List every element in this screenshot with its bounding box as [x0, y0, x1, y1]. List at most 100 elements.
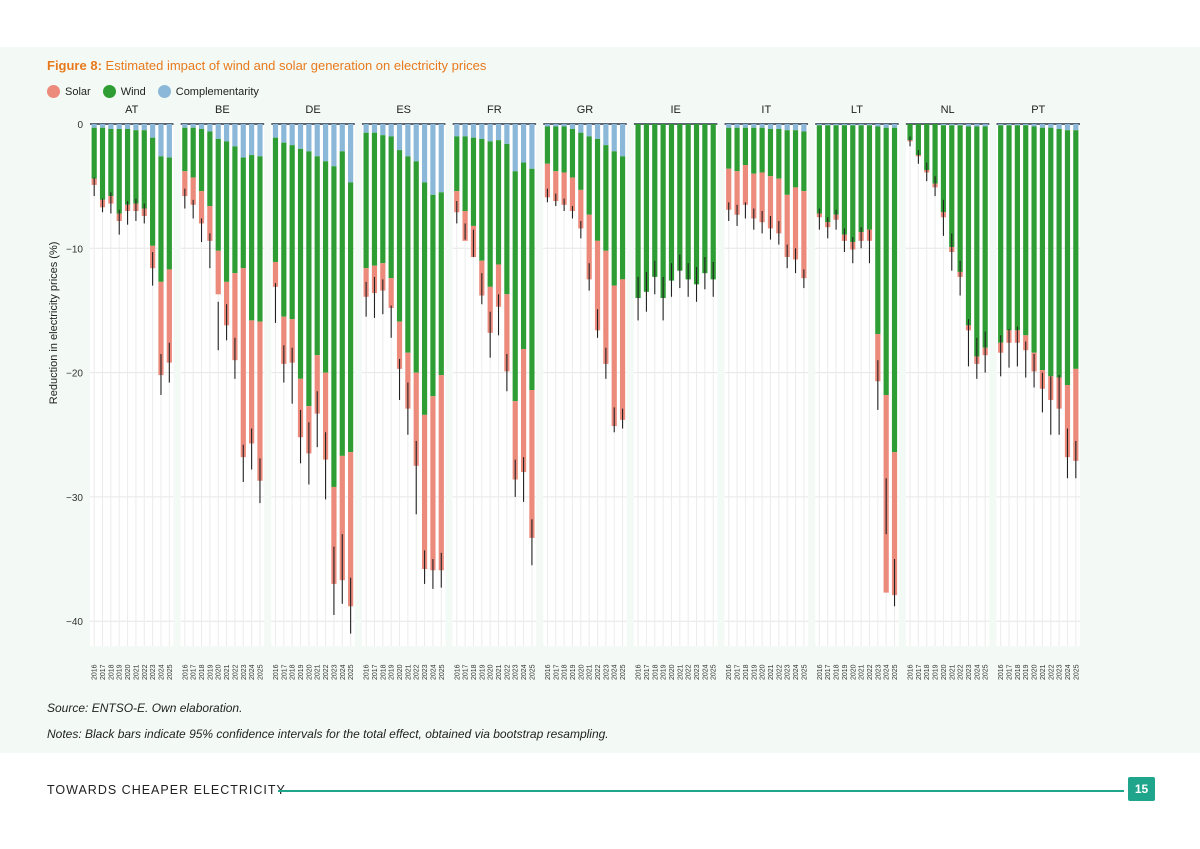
figure-title-text: Estimated impact of wind and solar gener…	[105, 58, 487, 73]
x-tick-label: 2023	[422, 664, 429, 680]
bar-solar	[784, 194, 790, 258]
bar-wind	[207, 131, 213, 207]
bar-complementarity	[380, 124, 386, 136]
x-tick-label: 2025	[439, 664, 446, 680]
bar-complementarity	[1023, 124, 1029, 126]
bar-complementarity	[1039, 124, 1046, 128]
bar-complementarity	[421, 124, 428, 183]
bar-wind	[685, 124, 691, 280]
bar-wind	[331, 166, 337, 487]
bar-solar	[586, 214, 592, 280]
x-tick-label: 2024	[1065, 664, 1072, 680]
x-tick-label: 2016	[273, 664, 280, 680]
bar-complementarity	[883, 124, 889, 128]
x-tick-label: 2017	[553, 664, 560, 680]
bar-complementarity	[816, 124, 822, 126]
bar-wind	[388, 136, 394, 279]
bar-solar	[553, 171, 559, 202]
x-tick-label: 2018	[834, 664, 841, 680]
bar-wind	[339, 151, 345, 456]
bar-complementarity	[249, 124, 255, 156]
bar-wind	[710, 124, 716, 280]
panel-label-pt: PT	[1031, 104, 1045, 116]
bar-wind	[249, 155, 255, 321]
bar-complementarity	[776, 124, 782, 129]
bar-wind	[734, 127, 740, 172]
bar-complementarity	[529, 124, 535, 169]
y-tick-label: −20	[66, 369, 83, 380]
bar-solar	[232, 273, 238, 361]
bar-wind	[660, 124, 666, 299]
bar-solar	[158, 281, 164, 376]
x-tick-label: 2021	[859, 664, 866, 680]
bar-wind	[487, 141, 493, 287]
bar-wind	[759, 127, 765, 173]
x-tick-label: 2018	[290, 664, 297, 680]
bar-wind	[1064, 130, 1071, 386]
x-tick-label: 2022	[414, 664, 421, 680]
y-tick-label: 0	[77, 120, 83, 131]
bar-solar	[272, 261, 279, 287]
bar-solar	[249, 320, 255, 444]
x-tick-label: 2019	[661, 664, 668, 680]
x-tick-label: 2021	[405, 664, 412, 680]
bar-solar	[776, 178, 782, 234]
x-tick-label: 2016	[908, 664, 915, 680]
bar-solar	[611, 285, 617, 427]
bar-wind	[957, 125, 963, 272]
bar-solar	[396, 321, 403, 369]
x-tick-label: 2016	[545, 664, 552, 680]
bar-wind	[1006, 125, 1012, 331]
bar-wind	[883, 127, 889, 395]
bar-wind	[158, 156, 164, 282]
bar-wind	[816, 125, 822, 214]
bar-complementarity	[611, 124, 617, 152]
bar-complementarity	[569, 124, 576, 129]
bar-solar	[578, 189, 584, 229]
bar-complementarity	[734, 124, 740, 128]
bar-complementarity	[998, 124, 1004, 126]
bar-solar	[561, 172, 567, 205]
bar-solar	[166, 269, 172, 363]
bar-wind	[784, 130, 790, 195]
x-tick-label: 2023	[966, 664, 973, 680]
bar-complementarity	[413, 124, 419, 162]
bar-solar	[430, 396, 436, 571]
bar-solar	[257, 321, 263, 481]
bar-wind	[297, 148, 304, 379]
x-tick-label: 2020	[488, 664, 495, 680]
x-tick-label: 2021	[315, 664, 322, 680]
bar-complementarity	[866, 124, 873, 126]
bar-complementarity	[396, 124, 403, 151]
bar-complementarity	[520, 124, 527, 163]
bar-wind	[891, 127, 898, 453]
bar-wind	[866, 125, 873, 230]
page-number: 15	[1128, 777, 1155, 801]
bar-wind	[742, 127, 749, 166]
x-tick-label: 2023	[1057, 664, 1064, 680]
bar-wind	[371, 132, 378, 266]
bar-solar	[182, 171, 188, 197]
bar-wind	[182, 127, 188, 172]
bar-complementarity	[215, 124, 221, 139]
bar-complementarity	[207, 124, 213, 132]
x-tick-label: 2017	[281, 664, 288, 680]
bar-solar	[544, 163, 551, 198]
bar-complementarity	[108, 124, 114, 129]
panel-label-ie: IE	[670, 104, 680, 116]
x-tick-label: 2020	[669, 664, 676, 680]
bar-wind	[289, 145, 295, 320]
x-tick-label: 2017	[463, 664, 470, 680]
bar-solar	[413, 372, 419, 466]
bar-complementarity	[982, 124, 988, 127]
bar-complementarity	[99, 124, 106, 128]
bar-complementarity	[940, 124, 947, 126]
bar-complementarity	[470, 124, 477, 138]
bar-wind	[421, 182, 428, 415]
legend-swatch-solar	[47, 85, 60, 98]
bar-wind	[907, 124, 913, 141]
x-tick-label: 2019	[207, 664, 214, 680]
legend-label-complementarity: Complementarity	[175, 85, 259, 98]
x-tick-label: 2017	[825, 664, 832, 680]
bar-wind	[965, 126, 972, 326]
